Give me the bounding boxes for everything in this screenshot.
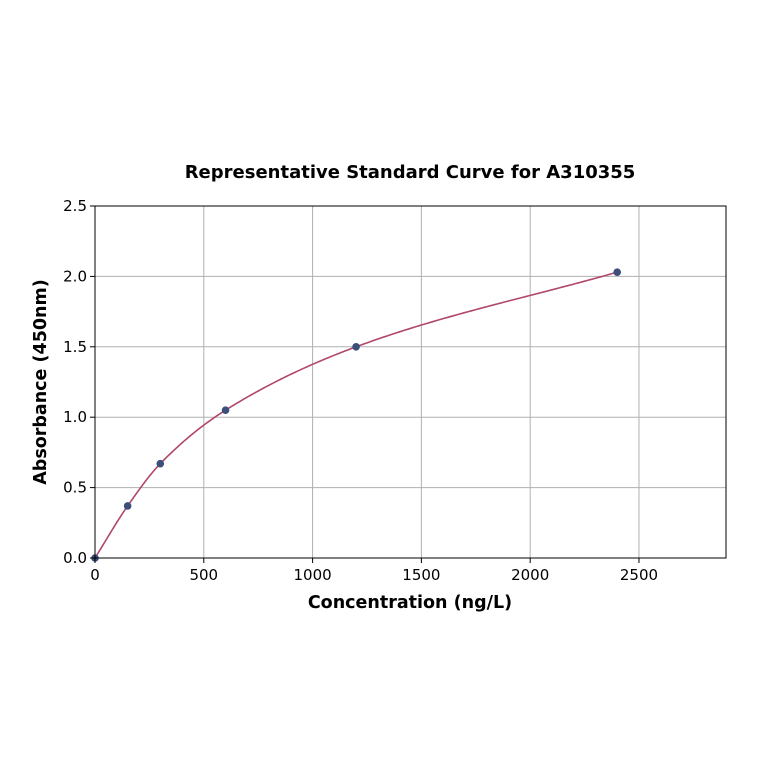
- x-tick-label-1: 500: [189, 566, 218, 584]
- x-tick-label-2: 1000: [293, 566, 331, 584]
- y-tick-label-1: 0.5: [63, 479, 87, 497]
- data-point-2: [156, 459, 165, 468]
- x-tick-label-4: 2000: [511, 566, 549, 584]
- y-tick-label-0: 0.0: [63, 549, 87, 567]
- y-tick-label-2: 1.0: [63, 408, 87, 426]
- data-point-4: [352, 343, 360, 351]
- chart-title: Representative Standard Curve for A31035…: [185, 162, 636, 183]
- y-axis-label: Absorbance (450nm): [31, 279, 51, 485]
- y-tick-label-5: 2.5: [63, 197, 87, 215]
- y-axis-ticks: 0.0 0.5 1.0 1.5 2.0 2.5: [63, 197, 95, 567]
- y-tick-label-4: 2.0: [63, 267, 87, 285]
- data-point-5: [613, 268, 622, 276]
- data-points-layer: [91, 268, 622, 562]
- x-tick-label-3: 1500: [402, 566, 440, 584]
- x-tick-label-0: 0: [90, 566, 100, 584]
- plot-area-frame: [94, 205, 727, 559]
- data-point-1: [123, 502, 132, 510]
- x-axis-label: Concentration (ng/L): [308, 593, 512, 613]
- data-point-3: [221, 406, 230, 414]
- y-tick-label-3: 1.5: [63, 338, 87, 356]
- x-axis-ticks: 0 500 1000 1500 2000 2500: [90, 558, 658, 584]
- x-tick-label-5: 2500: [620, 566, 658, 584]
